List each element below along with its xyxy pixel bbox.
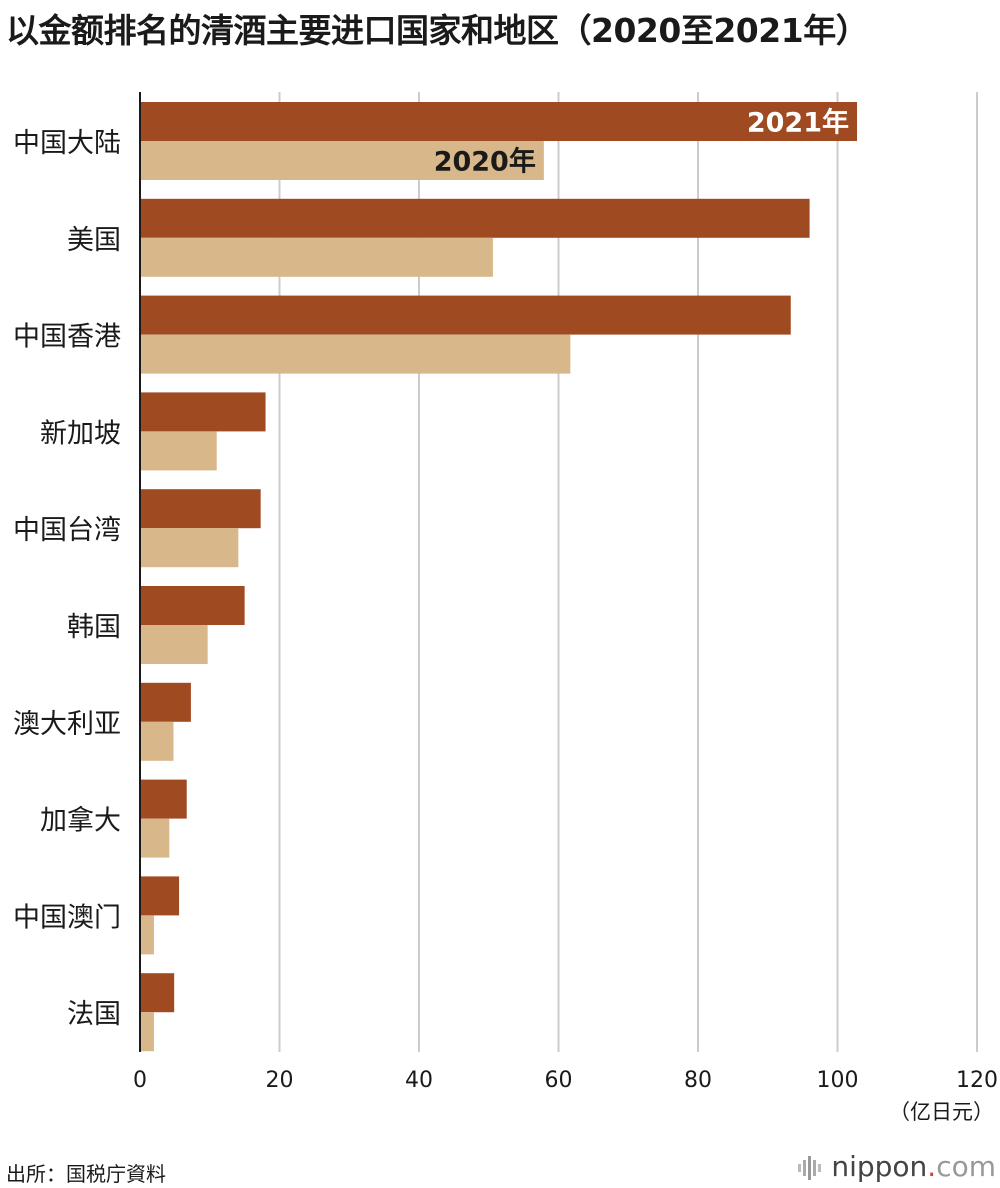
bar-2020 xyxy=(140,915,154,955)
x-tick-label: 80 xyxy=(684,1068,712,1093)
logo-text: nippon xyxy=(831,1150,928,1183)
bar-2021 xyxy=(140,586,245,625)
bar-2020 xyxy=(140,431,217,471)
bar-2021 xyxy=(140,489,261,529)
category-label: 澳大利亚 xyxy=(13,709,121,740)
category-label: 美国 xyxy=(67,225,121,256)
bar-2020 xyxy=(140,818,170,858)
category-label: 中国澳门 xyxy=(13,902,121,933)
category-label: 法国 xyxy=(67,999,121,1030)
x-tick-label: 100 xyxy=(817,1068,859,1093)
bar-2020 xyxy=(140,721,174,761)
category-label: 韩国 xyxy=(67,612,121,643)
bar-2020 xyxy=(140,1012,154,1052)
category-label: 加拿大 xyxy=(40,806,121,837)
bar-2020 xyxy=(140,141,544,180)
bar-2021 xyxy=(140,779,187,819)
x-tick-label: 20 xyxy=(266,1068,294,1093)
bar-2020 xyxy=(140,625,208,664)
x-tick-label: 0 xyxy=(133,1068,147,1093)
x-tick-label: 120 xyxy=(956,1068,998,1093)
x-axis-ticks: 0 20 40 60 80 100 120 xyxy=(133,1068,998,1093)
bar-2021 xyxy=(140,392,266,432)
bar-2021 xyxy=(140,682,191,722)
bar-2021 xyxy=(140,102,858,141)
category-label: 中国大陆 xyxy=(13,128,121,159)
logo-dot: . xyxy=(927,1150,937,1183)
bar-2020 xyxy=(140,334,571,374)
bar-2021 xyxy=(140,876,180,916)
bar-2020 xyxy=(140,237,493,277)
series-labels: 2021年 2020年 xyxy=(434,107,849,178)
bar-2021 xyxy=(140,295,791,335)
category-label: 中国台湾 xyxy=(13,515,121,546)
bars xyxy=(139,92,858,1052)
series-label-2021: 2021年 xyxy=(747,107,849,139)
logo-domain: com xyxy=(936,1150,996,1183)
brand-logo: nippon.com xyxy=(797,1150,996,1183)
chart-title: 以金额排名的清酒主要进口国家和地区（2020至2021年） xyxy=(6,11,869,50)
bar-2021 xyxy=(140,973,175,1013)
nippon-logo-icon xyxy=(798,1156,822,1180)
x-tick-label: 40 xyxy=(405,1068,433,1093)
source-note: 出所：国税庁資料 xyxy=(6,1162,166,1186)
category-label: 中国香港 xyxy=(13,322,121,353)
x-tick-label: 60 xyxy=(545,1068,573,1093)
category-label: 新加坡 xyxy=(40,418,121,449)
axis-unit-label: （亿日元） xyxy=(889,1100,994,1124)
bar-2020 xyxy=(140,528,239,568)
bar-2021 xyxy=(140,198,810,238)
series-label-2020: 2020年 xyxy=(434,146,536,178)
